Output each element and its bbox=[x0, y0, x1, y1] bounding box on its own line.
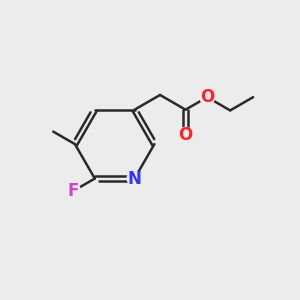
Circle shape bbox=[127, 171, 142, 186]
Circle shape bbox=[66, 184, 80, 198]
Text: O: O bbox=[200, 88, 214, 106]
Text: O: O bbox=[178, 126, 193, 144]
Text: F: F bbox=[68, 182, 79, 200]
Circle shape bbox=[178, 128, 193, 142]
Text: N: N bbox=[128, 169, 142, 188]
Circle shape bbox=[200, 90, 214, 104]
